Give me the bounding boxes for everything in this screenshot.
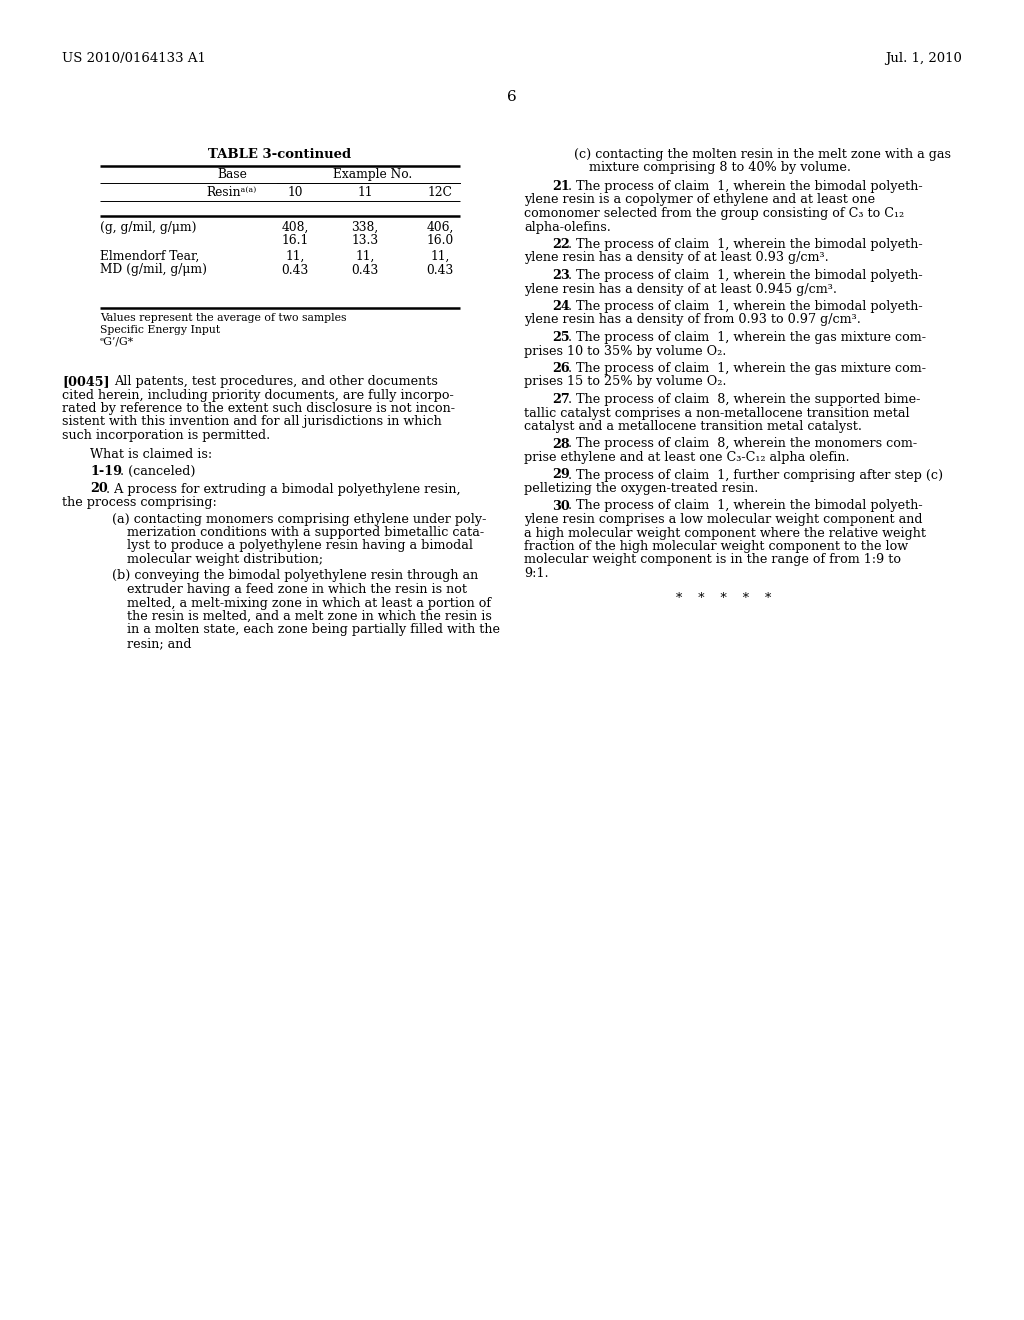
Text: 22: 22 bbox=[552, 238, 569, 251]
Text: (a) contacting monomers comprising ethylene under poly-: (a) contacting monomers comprising ethyl… bbox=[112, 512, 486, 525]
Text: All patents, test procedures, and other documents: All patents, test procedures, and other … bbox=[114, 375, 438, 388]
Text: comonomer selected from the group consisting of C₃ to C₁₂: comonomer selected from the group consis… bbox=[524, 207, 904, 220]
Text: Base: Base bbox=[217, 168, 247, 181]
Text: ylene resin has a density of at least 0.945 g/cm³.: ylene resin has a density of at least 0.… bbox=[524, 282, 837, 296]
Text: 29: 29 bbox=[552, 469, 569, 482]
Text: mixture comprising 8 to 40% by volume.: mixture comprising 8 to 40% by volume. bbox=[589, 161, 851, 174]
Text: *    *    *    *    *: * * * * * bbox=[677, 593, 772, 606]
Text: [0045]: [0045] bbox=[62, 375, 110, 388]
Text: 20: 20 bbox=[90, 483, 108, 495]
Text: 11,: 11, bbox=[430, 249, 450, 263]
Text: . The process of claim  1, wherein the bimodal polyeth-: . The process of claim 1, wherein the bi… bbox=[568, 238, 923, 251]
Text: Elmendorf Tear,: Elmendorf Tear, bbox=[100, 249, 200, 263]
Text: 30: 30 bbox=[552, 499, 569, 512]
Text: ylene resin has a density of from 0.93 to 0.97 g/cm³.: ylene resin has a density of from 0.93 t… bbox=[524, 314, 861, 326]
Text: 1-19: 1-19 bbox=[90, 465, 122, 478]
Text: . The process of claim  1, wherein the gas mixture com-: . The process of claim 1, wherein the ga… bbox=[568, 331, 926, 345]
Text: 6: 6 bbox=[507, 90, 517, 104]
Text: ᵉG’/G*: ᵉG’/G* bbox=[100, 337, 134, 347]
Text: such incorporation is permitted.: such incorporation is permitted. bbox=[62, 429, 270, 442]
Text: molecular weight component is in the range of from 1:9 to: molecular weight component is in the ran… bbox=[524, 553, 901, 566]
Text: 0.43: 0.43 bbox=[426, 264, 454, 276]
Text: 25: 25 bbox=[552, 331, 569, 345]
Text: 408,: 408, bbox=[282, 220, 308, 234]
Text: tallic catalyst comprises a non-metallocene transition metal: tallic catalyst comprises a non-metalloc… bbox=[524, 407, 909, 420]
Text: resin; and: resin; and bbox=[127, 638, 191, 649]
Text: the process comprising:: the process comprising: bbox=[62, 496, 217, 510]
Text: MD (g/mil, g/μm): MD (g/mil, g/μm) bbox=[100, 264, 207, 276]
Text: 28: 28 bbox=[552, 437, 569, 450]
Text: 11,: 11, bbox=[355, 249, 375, 263]
Text: prises 15 to 25% by volume O₂.: prises 15 to 25% by volume O₂. bbox=[524, 375, 726, 388]
Text: rated by reference to the extent such disclosure is not incon-: rated by reference to the extent such di… bbox=[62, 403, 455, 414]
Text: What is claimed is:: What is claimed is: bbox=[90, 447, 212, 461]
Text: fraction of the high molecular weight component to the low: fraction of the high molecular weight co… bbox=[524, 540, 908, 553]
Text: . The process of claim  1, wherein the bimodal polyeth-: . The process of claim 1, wherein the bi… bbox=[568, 180, 923, 193]
Text: . A process for extruding a bimodal polyethylene resin,: . A process for extruding a bimodal poly… bbox=[106, 483, 461, 495]
Text: ylene resin comprises a low molecular weight component and: ylene resin comprises a low molecular we… bbox=[524, 513, 923, 525]
Text: Resinᵃ⁽ᵃ⁾: Resinᵃ⁽ᵃ⁾ bbox=[207, 186, 257, 199]
Text: . (canceled): . (canceled) bbox=[120, 465, 196, 478]
Text: alpha-olefins.: alpha-olefins. bbox=[524, 220, 611, 234]
Text: sistent with this invention and for all jurisdictions in which: sistent with this invention and for all … bbox=[62, 416, 441, 429]
Text: 24: 24 bbox=[552, 300, 569, 313]
Text: 13.3: 13.3 bbox=[351, 235, 379, 248]
Text: 26: 26 bbox=[552, 362, 569, 375]
Text: 11,: 11, bbox=[286, 249, 305, 263]
Text: Jul. 1, 2010: Jul. 1, 2010 bbox=[885, 51, 962, 65]
Text: melted, a melt-mixing zone in which at least a portion of: melted, a melt-mixing zone in which at l… bbox=[127, 597, 492, 610]
Text: . The process of claim  1, further comprising after step (c): . The process of claim 1, further compri… bbox=[568, 469, 943, 482]
Text: 11: 11 bbox=[357, 186, 373, 199]
Text: TABLE 3-continued: TABLE 3-continued bbox=[209, 148, 351, 161]
Text: ylene resin is a copolymer of ethylene and at least one: ylene resin is a copolymer of ethylene a… bbox=[524, 194, 876, 206]
Text: (c) contacting the molten resin in the melt zone with a gas: (c) contacting the molten resin in the m… bbox=[574, 148, 951, 161]
Text: . The process of claim  1, wherein the bimodal polyeth-: . The process of claim 1, wherein the bi… bbox=[568, 269, 923, 282]
Text: the resin is melted, and a melt zone in which the resin is: the resin is melted, and a melt zone in … bbox=[127, 610, 492, 623]
Text: lyst to produce a polyethylene resin having a bimodal: lyst to produce a polyethylene resin hav… bbox=[127, 540, 473, 553]
Text: prises 10 to 35% by volume O₂.: prises 10 to 35% by volume O₂. bbox=[524, 345, 726, 358]
Text: pelletizing the oxygen-treated resin.: pelletizing the oxygen-treated resin. bbox=[524, 482, 759, 495]
Text: 21: 21 bbox=[552, 180, 569, 193]
Text: 16.1: 16.1 bbox=[282, 235, 308, 248]
Text: extruder having a feed zone in which the resin is not: extruder having a feed zone in which the… bbox=[127, 583, 467, 597]
Text: (b) conveying the bimodal polyethylene resin through an: (b) conveying the bimodal polyethylene r… bbox=[112, 569, 478, 582]
Text: cited herein, including priority documents, are fully incorpo-: cited herein, including priority documen… bbox=[62, 388, 454, 401]
Text: 10: 10 bbox=[288, 186, 303, 199]
Text: . The process of claim  8, wherein the monomers com-: . The process of claim 8, wherein the mo… bbox=[568, 437, 918, 450]
Text: . The process of claim  1, wherein the gas mixture com-: . The process of claim 1, wherein the ga… bbox=[568, 362, 926, 375]
Text: molecular weight distribution;: molecular weight distribution; bbox=[127, 553, 323, 566]
Text: . The process of claim  8, wherein the supported bime-: . The process of claim 8, wherein the su… bbox=[568, 393, 921, 407]
Text: 406,: 406, bbox=[426, 220, 454, 234]
Text: in a molten state, each zone being partially filled with the: in a molten state, each zone being parti… bbox=[127, 623, 500, 636]
Text: catalyst and a metallocene transition metal catalyst.: catalyst and a metallocene transition me… bbox=[524, 420, 862, 433]
Text: Specific Energy Input: Specific Energy Input bbox=[100, 325, 220, 335]
Text: Values represent the average of two samples: Values represent the average of two samp… bbox=[100, 313, 346, 323]
Text: 23: 23 bbox=[552, 269, 569, 282]
Text: . The process of claim  1, wherein the bimodal polyeth-: . The process of claim 1, wherein the bi… bbox=[568, 300, 923, 313]
Text: US 2010/0164133 A1: US 2010/0164133 A1 bbox=[62, 51, 206, 65]
Text: merization conditions with a supported bimetallic cata-: merization conditions with a supported b… bbox=[127, 525, 484, 539]
Text: Example No.: Example No. bbox=[333, 168, 412, 181]
Text: 27: 27 bbox=[552, 393, 569, 407]
Text: 0.43: 0.43 bbox=[351, 264, 379, 276]
Text: (g, g/mil, g/μm): (g, g/mil, g/μm) bbox=[100, 220, 197, 234]
Text: prise ethylene and at least one C₃-C₁₂ alpha olefin.: prise ethylene and at least one C₃-C₁₂ a… bbox=[524, 451, 850, 465]
Text: 12C: 12C bbox=[428, 186, 453, 199]
Text: 9:1.: 9:1. bbox=[524, 568, 549, 579]
Text: a high molecular weight component where the relative weight: a high molecular weight component where … bbox=[524, 527, 926, 540]
Text: ylene resin has a density of at least 0.93 g/cm³.: ylene resin has a density of at least 0.… bbox=[524, 252, 828, 264]
Text: 16.0: 16.0 bbox=[426, 235, 454, 248]
Text: 0.43: 0.43 bbox=[282, 264, 308, 276]
Text: . The process of claim  1, wherein the bimodal polyeth-: . The process of claim 1, wherein the bi… bbox=[568, 499, 923, 512]
Text: 338,: 338, bbox=[351, 220, 379, 234]
